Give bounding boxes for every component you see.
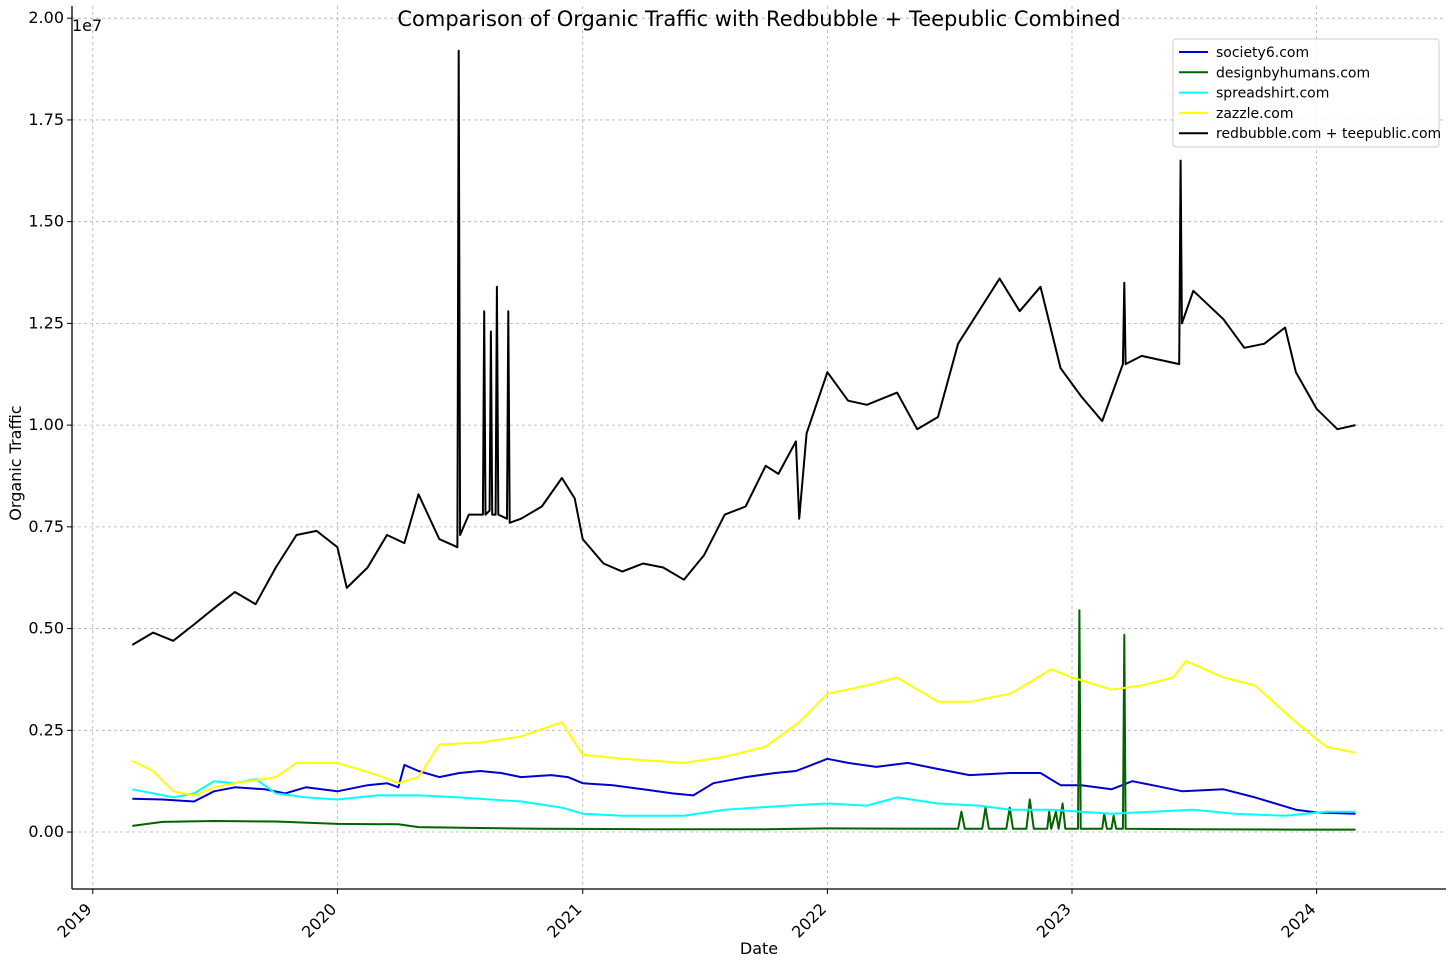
y-tick-label: 0.75: [28, 517, 64, 536]
series-line-1: [132, 609, 1356, 831]
legend: society6.com designbyhumans.com spreadshir…: [1172, 38, 1441, 148]
x-tick-label: 2024: [1277, 899, 1319, 941]
axes: [71, 6, 1446, 890]
legend-label: redbubble.com + teepublic.com: [1216, 126, 1441, 142]
series-line-3: [131, 660, 1356, 797]
y-tick-label: 0.50: [28, 619, 64, 638]
legend-label: designbyhumans.com: [1216, 65, 1370, 81]
y-tick-label: 1.25: [28, 313, 64, 332]
y-axis-label: Organic Traffic: [6, 405, 25, 520]
legend-label: zazzle.com: [1216, 106, 1293, 122]
chart-title: Comparison of Organic Traffic with Redbu…: [397, 7, 1120, 31]
y-tick-label: 0.00: [28, 822, 64, 841]
y-tick-label: 2.00: [28, 8, 64, 27]
legend-frame: [1172, 38, 1440, 148]
x-axis-ticks: 2019 2020 2021 2022 2023 2024: [53, 889, 1319, 942]
x-tick-label: 2022: [788, 899, 830, 941]
y-tick-label: 1.50: [28, 212, 64, 231]
x-tick-label: 2021: [543, 899, 585, 941]
x-axis-label: Date: [740, 939, 778, 958]
series-line-0: [132, 757, 1356, 815]
series-line-4: [131, 49, 1356, 646]
legend-items: society6.com designbyhumans.com spreadshir…: [1179, 45, 1441, 142]
grid: [72, 6, 1446, 889]
x-tick-label: 2023: [1033, 899, 1075, 941]
x-tick-label: 2019: [53, 899, 95, 941]
y-axis-ticks: 0.00 0.25 0.50 0.75 1.00 1.25 1.50 1.75 2.00: [28, 8, 72, 841]
y-tick-label: 1.75: [28, 110, 64, 129]
y-axis-offset-label: 1e7: [72, 16, 102, 35]
series-line-2: [132, 778, 1356, 817]
x-tick-label: 2020: [298, 899, 340, 941]
legend-label: society6.com: [1216, 45, 1309, 61]
series-lines: [131, 49, 1356, 831]
y-tick-label: 1.00: [28, 415, 64, 434]
legend-label: spreadshirt.com: [1216, 86, 1329, 102]
y-tick-label: 0.25: [28, 720, 64, 739]
